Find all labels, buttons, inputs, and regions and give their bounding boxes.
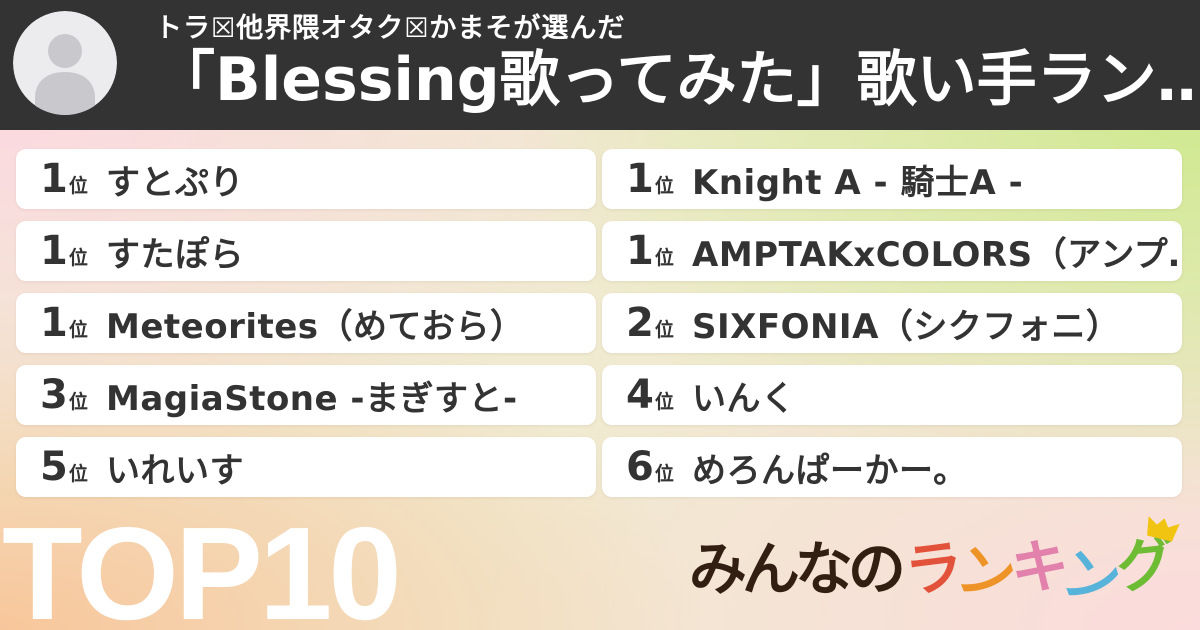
entry-name: Knight A - 騎士A - <box>692 162 1024 203</box>
page-title: 「Blessing歌ってみた」歌い手ラン… <box>155 44 1195 115</box>
chooser-subtitle: トラ☒他界隈オタク☒かまそが選んだ <box>155 13 626 44</box>
entry-name: SIXFONIA（シクフォニ） <box>692 306 1121 347</box>
logo-letter: キ <box>1009 532 1066 603</box>
logo-letter: ン <box>950 534 1017 612</box>
rank-number: 5 <box>40 444 68 490</box>
rank-number: 3 <box>40 372 68 418</box>
rank-number: 1 <box>626 228 654 274</box>
rank-suffix: 位 <box>68 319 88 341</box>
logo-letter: グ <box>1113 528 1173 602</box>
entry-name: いれいす <box>106 450 244 491</box>
rank-suffix: 位 <box>68 247 88 269</box>
person-silhouette-icon <box>13 11 117 115</box>
rank-suffix: 位 <box>68 463 88 485</box>
rank-number: 6 <box>626 444 654 490</box>
entry-name: AMPTAKxCOLORS（アンプ… <box>692 234 1182 275</box>
header-text-block: トラ☒他界隈オタク☒かまそが選んだ 「Blessing歌ってみた」歌い手ラン… <box>155 12 1195 130</box>
rank-number: 1 <box>40 300 68 346</box>
rank-number: 1 <box>40 156 68 202</box>
rank-number: 4 <box>626 372 654 418</box>
rank-suffix: 位 <box>68 391 88 413</box>
rank-suffix: 位 <box>654 391 674 413</box>
brand-logo-prefix: みんなの <box>688 535 906 604</box>
entry-name: MagiaStone -まぎすと- <box>106 378 518 419</box>
rank-suffix: 位 <box>654 463 674 485</box>
rank-suffix: 位 <box>654 319 674 341</box>
logo-letter: ン <box>1055 538 1122 616</box>
brand-logo: みんなの ラ ン キ ン グ <box>688 526 1173 616</box>
entry-name: すたぽら <box>106 234 244 275</box>
brand-logo-ranking: ラ ン キ ン グ <box>901 529 1173 616</box>
entry-name: Meteorites（めておら） <box>106 306 525 347</box>
top10-badge: TOP10 <box>2 500 402 630</box>
rank-suffix: 位 <box>654 247 674 269</box>
header-bar: トラ☒他界隈オタク☒かまそが選んだ 「Blessing歌ってみた」歌い手ラン… <box>0 0 1200 130</box>
entry-name: すとぷり <box>106 162 244 203</box>
rank-number: 1 <box>626 156 654 202</box>
entry-name: いんく <box>692 378 796 419</box>
rank-number: 2 <box>626 300 654 346</box>
avatar <box>13 11 117 115</box>
rank-suffix: 位 <box>68 175 88 197</box>
entry-name: めろんぱーかー。 <box>692 450 968 491</box>
rank-number: 1 <box>40 228 68 274</box>
rank-suffix: 位 <box>654 175 674 197</box>
